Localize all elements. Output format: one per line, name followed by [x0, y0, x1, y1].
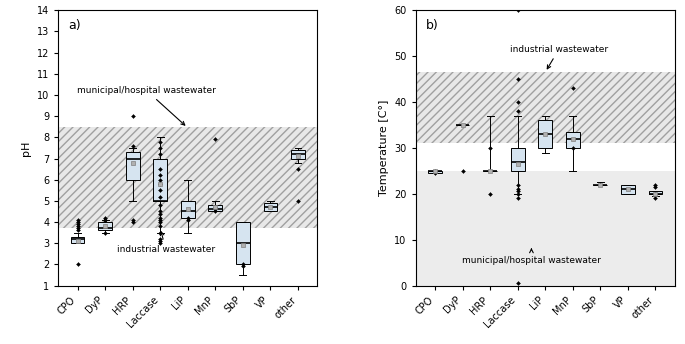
PathPatch shape — [153, 159, 167, 201]
PathPatch shape — [649, 192, 662, 194]
PathPatch shape — [126, 152, 140, 180]
Text: municipal/hospital wastewater: municipal/hospital wastewater — [462, 249, 601, 265]
Text: a): a) — [68, 19, 82, 32]
PathPatch shape — [538, 120, 552, 148]
Y-axis label: Temperature [C°]: Temperature [C°] — [379, 100, 388, 196]
Text: industrial wastewater: industrial wastewater — [510, 45, 608, 69]
Text: municipal/hospital wastewater: municipal/hospital wastewater — [77, 86, 216, 125]
Bar — [58, 127, 317, 228]
PathPatch shape — [566, 132, 580, 148]
Bar — [416, 171, 675, 286]
Text: industrial wastewater: industrial wastewater — [116, 232, 215, 254]
PathPatch shape — [98, 222, 112, 230]
PathPatch shape — [208, 205, 222, 212]
PathPatch shape — [291, 150, 305, 159]
Text: b): b) — [426, 19, 439, 32]
PathPatch shape — [511, 148, 525, 171]
PathPatch shape — [621, 185, 635, 194]
PathPatch shape — [71, 237, 84, 243]
PathPatch shape — [236, 222, 250, 264]
Bar — [416, 72, 675, 143]
PathPatch shape — [428, 171, 442, 173]
Y-axis label: pH: pH — [21, 140, 32, 155]
PathPatch shape — [264, 203, 277, 212]
PathPatch shape — [181, 201, 195, 218]
